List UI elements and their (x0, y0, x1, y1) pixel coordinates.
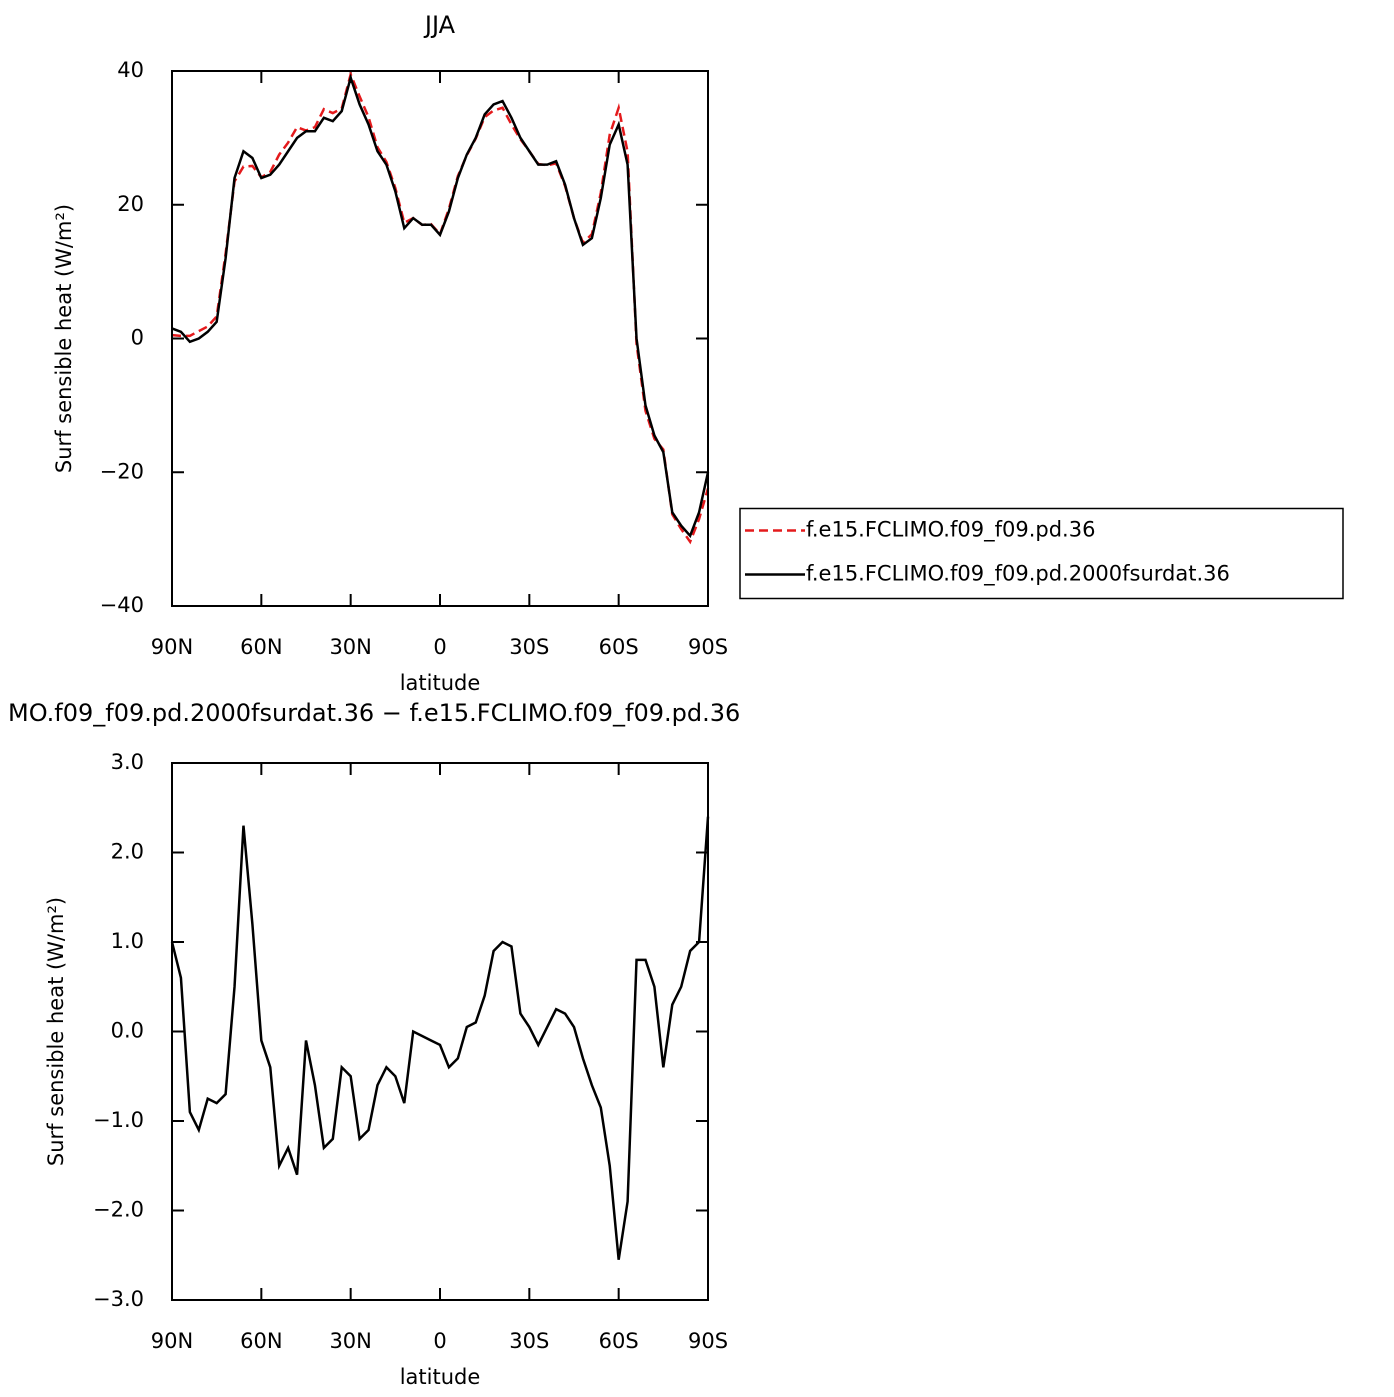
x-tick-label: 30N (329, 635, 371, 659)
x-tick-label: 60S (599, 1329, 639, 1353)
x-tick-label: 90S (688, 1329, 728, 1353)
y-axis-label: Surf sensible heat (W/m²) (52, 204, 76, 473)
data-line (171, 73, 710, 539)
y-tick-label: 1.0 (111, 929, 144, 953)
y-tick-label: −1.0 (93, 1108, 144, 1132)
plot-frame (171, 70, 709, 607)
x-tick-label: 60S (599, 635, 639, 659)
data-line (171, 70, 710, 545)
y-tick-label: −40 (100, 593, 144, 617)
y-tick-label: 3.0 (111, 750, 144, 774)
x-tick-label: 60N (240, 1329, 282, 1353)
chart-title: JJA (423, 11, 456, 39)
y-tick-label: 40 (117, 58, 144, 82)
x-tick-label: 90N (151, 635, 193, 659)
x-axis-label: latitude (400, 671, 481, 695)
x-tick-label: 0 (433, 1329, 446, 1353)
y-tick-label: 0.0 (111, 1019, 144, 1043)
legend-label: f.e15.FCLIMO.f09_f09.pd.36 (806, 518, 1095, 543)
legend-box (739, 507, 1344, 600)
y-axis-label: Surf sensible heat (W/m²) (44, 897, 68, 1166)
legend-label: f.e15.FCLIMO.f09_f09.pd.2000fsurdat.36 (806, 562, 1230, 587)
y-tick-label: −20 (100, 459, 144, 483)
x-tick-label: 30S (509, 1329, 549, 1353)
data-line (170, 816, 710, 1260)
chart-title: MO.f09_f09.pd.2000fsurdat.36 − f.e15.FCL… (8, 699, 740, 727)
x-tick-label: 30S (509, 635, 549, 659)
x-tick-label: 90S (688, 635, 728, 659)
y-tick-label: 2.0 (111, 840, 144, 864)
x-tick-label: 0 (433, 635, 446, 659)
x-tick-label: 90N (151, 1329, 193, 1353)
plot-frame (171, 762, 709, 1301)
x-tick-label: 30N (329, 1329, 371, 1353)
x-axis-label: latitude (400, 1365, 481, 1389)
x-tick-label: 60N (240, 635, 282, 659)
y-tick-label: 0 (131, 326, 144, 350)
y-tick-label: −3.0 (93, 1287, 144, 1311)
y-tick-label: 20 (117, 192, 144, 216)
y-tick-label: −2.0 (93, 1198, 144, 1222)
